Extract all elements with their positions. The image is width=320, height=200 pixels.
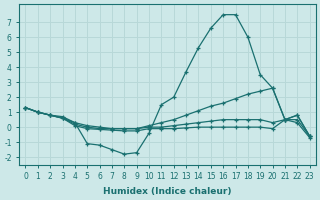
X-axis label: Humidex (Indice chaleur): Humidex (Indice chaleur) — [103, 187, 232, 196]
